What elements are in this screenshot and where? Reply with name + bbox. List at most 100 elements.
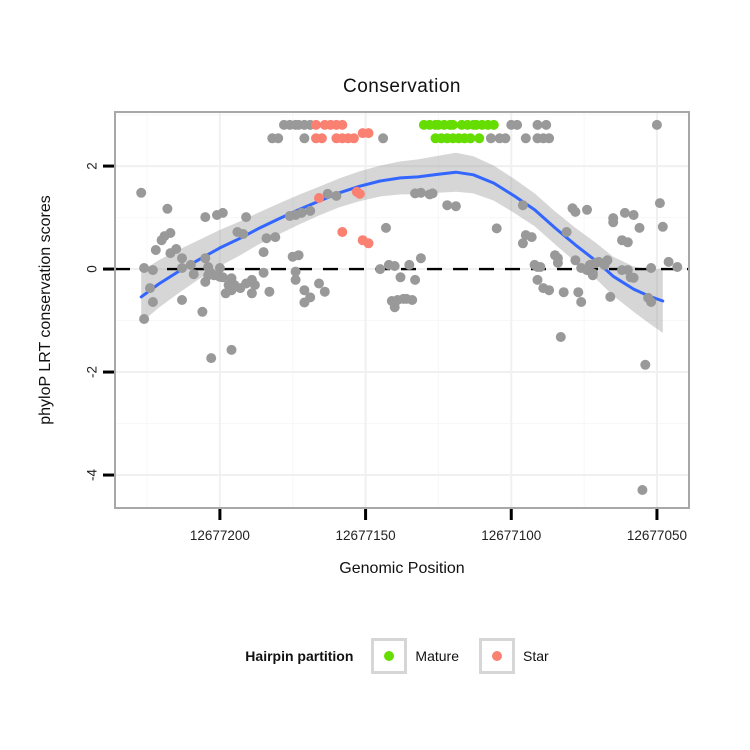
scatter-point-conservation-scores (150, 245, 161, 255)
x-tick-label: 12677050 (626, 528, 687, 543)
scatter-point-conservation-scores (200, 276, 211, 287)
scatter-point-conservation-scores (299, 297, 310, 308)
scatter-point-star (337, 227, 348, 237)
legend-label-star: Star (523, 648, 549, 664)
y-tick-label: 2 (84, 162, 100, 170)
scatter-point-mature (488, 119, 499, 130)
scatter-point-conservation-scores (415, 187, 426, 198)
scatter-point-conservation-scores (200, 212, 211, 223)
scatter-point-conservation-scores (206, 268, 217, 279)
scatter-point-conservation-scores (246, 288, 257, 299)
scatter-point-mature (474, 133, 485, 144)
legend: Hairpin partition Mature Star (115, 638, 689, 674)
scatter-point-star (337, 119, 348, 130)
legend-key-mature (371, 638, 408, 674)
scatter-point-conservation-scores (582, 204, 592, 215)
scatter-point-conservation-scores (226, 344, 237, 355)
scatter-point-star (314, 193, 324, 203)
chart-title: Conservation (343, 76, 461, 97)
scatter-point-conservation-scores (139, 263, 150, 273)
scatter-point-conservation-scores (381, 222, 391, 233)
scatter-point-conservation-scores (395, 272, 406, 283)
scatter-point-conservation-scores (646, 297, 657, 307)
scatter-point-star (363, 128, 374, 139)
scatter-point-conservation-scores (450, 201, 461, 212)
scatter-point-conservation-scores (319, 286, 330, 297)
scatter-point-conservation-scores (322, 188, 333, 199)
y-axis-title-text: phyloP LRT conservation scores (37, 195, 54, 425)
scatter-point-conservation-scores (261, 233, 272, 244)
scatter-point-conservation-scores (602, 255, 613, 266)
scatter-point-conservation-scores (177, 253, 187, 264)
scatter-point-conservation-scores (605, 291, 616, 302)
scatter-point-conservation-scores (532, 119, 543, 130)
star-dot-icon (492, 651, 502, 661)
scatter-point-conservation-scores (293, 250, 304, 261)
scatter-point-conservation-scores (331, 190, 342, 201)
scatter-point-conservation-scores (587, 270, 598, 281)
scatter-point-conservation-scores (389, 261, 400, 271)
scatter-point-conservation-scores (299, 133, 310, 144)
scatter-point-conservation-scores (532, 274, 543, 285)
scatter-point-conservation-scores (217, 207, 228, 218)
scatter-point-conservation-scores (145, 283, 155, 294)
scatter-point-conservation-scores (654, 198, 665, 209)
scatter-point-conservation-scores (517, 200, 528, 211)
scatter-point-conservation-scores (415, 253, 426, 264)
scatter-point-conservation-scores (544, 133, 555, 144)
legend-key-star (479, 638, 515, 674)
y-tick-label: -2 (84, 366, 100, 379)
scatter-point-conservation-scores (273, 133, 284, 144)
scatter-point-star (316, 133, 327, 144)
scatter-point-conservation-scores (241, 212, 252, 223)
scatter-point-conservation-scores (532, 262, 543, 272)
scatter-point-conservation-scores (188, 269, 199, 280)
panel-border (114, 111, 690, 509)
scatter-point-conservation-scores (657, 221, 668, 232)
scatter-point-conservation-scores (162, 203, 173, 214)
x-tick-label: 12677200 (189, 528, 250, 543)
scatter-point-conservation-scores (427, 188, 438, 199)
scatter-point-conservation-scores (526, 232, 537, 243)
scatter-point-conservation-scores (147, 265, 158, 276)
legend-title: Hairpin partition (245, 648, 354, 664)
scatter-point-conservation-scores (634, 222, 645, 233)
scatter-point-conservation-scores (628, 210, 639, 220)
scatter-point-mature (448, 119, 458, 130)
scatter-point-conservation-scores (541, 119, 552, 130)
scatter-point-star (311, 119, 321, 130)
scatter-point-conservation-scores (512, 119, 523, 130)
scatter-point-conservation-scores (651, 119, 662, 130)
scatter-point-conservation-scores (147, 297, 158, 307)
scatter-point-conservation-scores (249, 280, 260, 290)
scatter-point-conservation-scores (217, 272, 228, 283)
scatter-point-conservation-scores (491, 223, 502, 234)
scatter-point-conservation-scores (576, 297, 587, 307)
y-tick-label: -4 (84, 469, 100, 482)
scatter-point-conservation-scores (299, 285, 310, 296)
scatter-point-star (348, 133, 359, 144)
scatter-point-conservation-scores (608, 217, 619, 228)
scatter-point-conservation-scores (290, 266, 301, 277)
scatter-point-star (354, 188, 365, 199)
y-tick-label: 0 (84, 265, 100, 273)
scatter-point-conservation-scores (270, 232, 281, 243)
scatter-point-mature (465, 133, 476, 144)
scatter-point-conservation-scores (663, 256, 674, 267)
scatter-point-conservation-scores (573, 287, 584, 298)
scatter-point-conservation-scores (139, 314, 150, 324)
scatter-point-conservation-scores (258, 267, 269, 278)
scatter-point-conservation-scores (258, 247, 269, 258)
scatter-point-conservation-scores (410, 274, 421, 285)
scatter-point-conservation-scores (314, 278, 324, 289)
scatter-point-conservation-scores (561, 227, 572, 237)
scatter-point-conservation-scores (500, 133, 511, 144)
scatter-point-conservation-scores (637, 485, 648, 495)
scatter-point-conservation-scores (375, 264, 386, 275)
scatter-point-conservation-scores (646, 263, 657, 273)
scatter-point-conservation-scores (485, 133, 496, 144)
scatter-point-conservation-scores (378, 133, 389, 144)
scatter-point-conservation-scores (570, 255, 581, 266)
scatter-point-conservation-scores (185, 259, 196, 270)
scatter-point-conservation-scores (570, 206, 581, 217)
